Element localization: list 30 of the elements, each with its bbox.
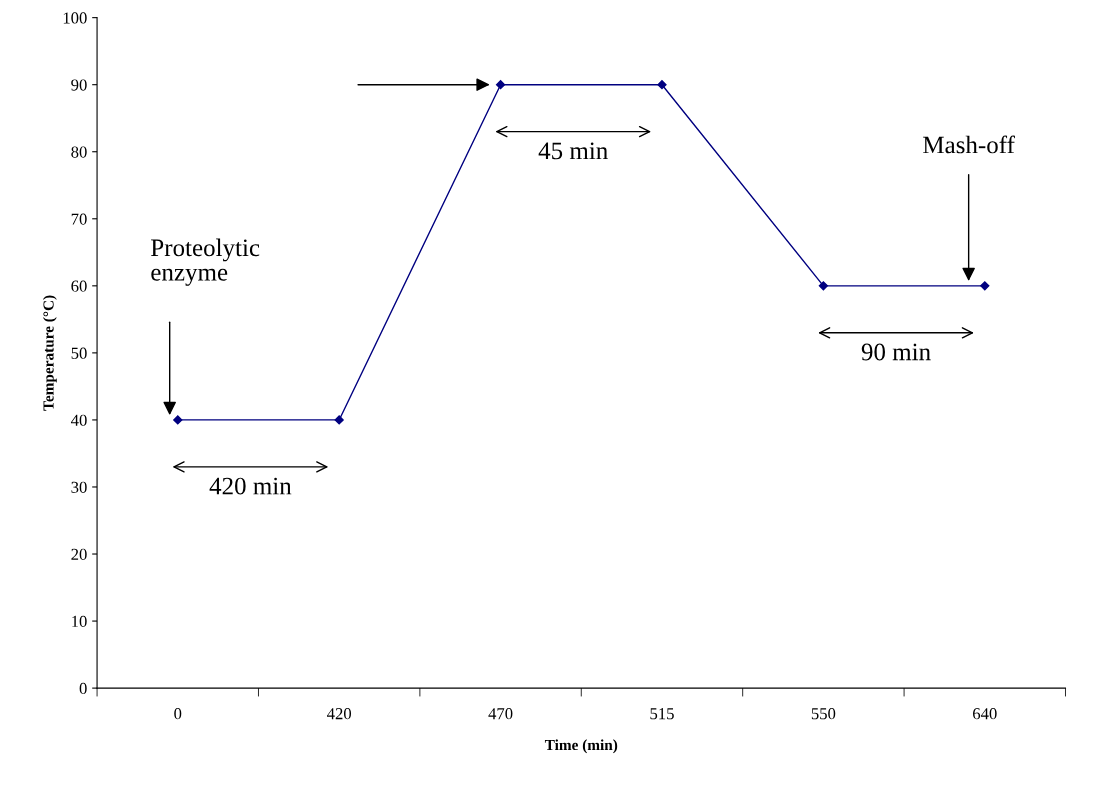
y-tick-label: 90 <box>71 79 87 91</box>
x-tick-label: 550 <box>811 708 836 720</box>
point <box>495 80 506 90</box>
x-tick-label: 640 <box>973 708 997 720</box>
annotation: Proteolytic enzyme <box>151 238 260 286</box>
y-tick-label: 20 <box>71 548 87 560</box>
y-tick-label: 80 <box>71 146 87 158</box>
point <box>818 281 829 291</box>
point <box>980 281 990 291</box>
y-tick-label: 0 <box>79 682 87 695</box>
y-tick-label: 50 <box>71 347 87 359</box>
annotation: 420 min <box>209 477 292 495</box>
y-axis-title: Temperature (°C) <box>42 295 57 411</box>
x-tick-label: 0 <box>174 708 182 720</box>
y-tick-label: 100 <box>63 12 87 24</box>
y-tick-label: 70 <box>71 213 87 225</box>
x-axis-title: Time (min) <box>544 739 618 754</box>
annotation: 45 min <box>538 142 608 160</box>
annotation: Mash-off <box>923 135 1015 154</box>
y-tick-label: 30 <box>71 481 87 493</box>
x-tick-label: 470 <box>488 708 513 720</box>
y-tick-label: 60 <box>71 280 87 292</box>
point <box>657 80 667 90</box>
point <box>334 415 344 425</box>
point <box>173 415 183 425</box>
y-tick-label: 10 <box>72 615 87 628</box>
x-tick-label: 420 <box>327 708 352 720</box>
annotation: 90 min <box>861 343 931 361</box>
x-tick-label: 515 <box>650 708 674 720</box>
y-tick-label: 40 <box>71 414 87 426</box>
